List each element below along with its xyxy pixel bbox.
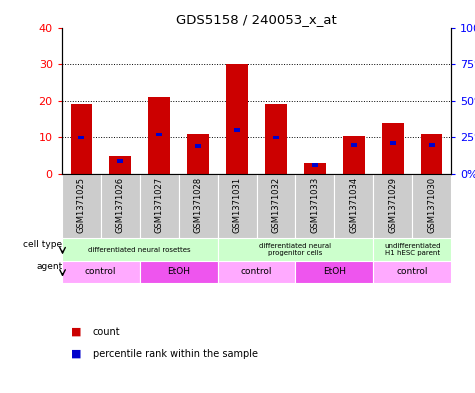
Bar [265, 105, 287, 174]
Bar [62, 239, 218, 261]
Bar [195, 144, 201, 148]
Text: GSM1371025: GSM1371025 [77, 176, 86, 233]
Bar [304, 163, 326, 174]
Text: GSM1371026: GSM1371026 [116, 176, 124, 233]
Text: control: control [85, 267, 116, 276]
Text: GSM1371028: GSM1371028 [194, 176, 202, 233]
Bar [382, 123, 404, 174]
Text: EtOH: EtOH [167, 267, 190, 276]
Bar [218, 261, 295, 283]
Text: GSM1371027: GSM1371027 [155, 176, 163, 233]
Bar [226, 64, 248, 174]
Bar [256, 174, 295, 239]
Bar [295, 261, 373, 283]
Title: GDS5158 / 240053_x_at: GDS5158 / 240053_x_at [176, 13, 337, 26]
Text: differentiated neural rosettes: differentiated neural rosettes [88, 246, 191, 253]
Bar [373, 239, 451, 261]
Bar [390, 141, 396, 145]
Bar [187, 134, 209, 174]
Bar [156, 132, 162, 136]
Bar [62, 261, 140, 283]
Bar [140, 261, 218, 283]
Bar [218, 239, 373, 261]
Text: percentile rank within the sample: percentile rank within the sample [93, 349, 257, 359]
Text: ■: ■ [71, 327, 82, 337]
Bar [101, 174, 140, 239]
Bar [109, 156, 131, 174]
Bar [117, 159, 123, 163]
Bar [148, 97, 170, 174]
Bar [412, 174, 451, 239]
Bar [70, 105, 92, 174]
Bar [140, 174, 179, 239]
Text: control: control [397, 267, 428, 276]
Bar [429, 143, 435, 147]
Text: differentiated neural
progenitor cells: differentiated neural progenitor cells [259, 243, 332, 256]
Bar [312, 163, 318, 167]
Text: control: control [241, 267, 272, 276]
Text: count: count [93, 327, 120, 337]
Bar [234, 128, 240, 132]
Bar [295, 174, 334, 239]
Text: agent: agent [36, 263, 63, 272]
Bar [78, 136, 84, 139]
Bar [343, 136, 365, 174]
Bar [421, 134, 443, 174]
Bar [334, 174, 373, 239]
Text: GSM1371029: GSM1371029 [389, 176, 397, 233]
Text: cell type: cell type [23, 240, 63, 249]
Text: EtOH: EtOH [323, 267, 346, 276]
Text: GSM1371033: GSM1371033 [311, 176, 319, 233]
Text: GSM1371031: GSM1371031 [233, 176, 241, 233]
Bar [373, 174, 412, 239]
Text: undifferentiated
H1 hESC parent: undifferentiated H1 hESC parent [384, 243, 440, 256]
Text: GSM1371030: GSM1371030 [428, 176, 436, 233]
Text: ■: ■ [71, 349, 82, 359]
Bar [373, 261, 451, 283]
Bar [62, 174, 101, 239]
Bar [273, 136, 279, 139]
Text: GSM1371034: GSM1371034 [350, 176, 358, 233]
Text: GSM1371032: GSM1371032 [272, 176, 280, 233]
Bar [179, 174, 218, 239]
Bar [218, 174, 256, 239]
Bar [351, 143, 357, 147]
